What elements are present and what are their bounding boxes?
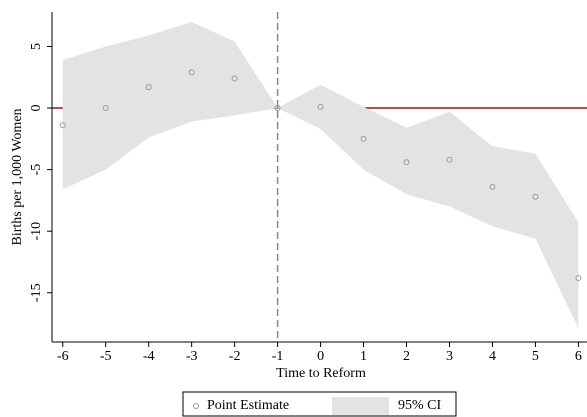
- point-estimate: [360, 135, 367, 142]
- point-estimate: [403, 159, 410, 166]
- legend-box: [182, 391, 457, 417]
- x-tick-label: -2: [229, 349, 241, 364]
- y-tick-label: -5: [29, 164, 44, 176]
- point-estimate: [102, 105, 109, 112]
- legend-label: Point Estimate: [207, 398, 289, 413]
- ci-band: [62, 21, 579, 329]
- legend-marker: [193, 403, 199, 409]
- x-tick-label: 2: [403, 349, 410, 364]
- point-estimate: [188, 69, 195, 76]
- x-axis-label: Time to Reform: [276, 366, 366, 381]
- y-axis-label: Births per 1,000 Women: [10, 108, 25, 245]
- x-tick-label: -3: [186, 349, 198, 364]
- point-estimate: [575, 274, 582, 281]
- y-tick-label: 5: [29, 43, 44, 50]
- y-tick-label: -10: [29, 222, 44, 241]
- legend-swatch: [332, 397, 389, 415]
- point-estimate: [532, 193, 539, 200]
- point-estimate: [59, 122, 66, 129]
- x-tick-label: 3: [446, 349, 453, 364]
- x-tick-label: 6: [575, 349, 582, 364]
- legend: Point Estimate 95% CI: [182, 391, 457, 417]
- x-tick-label: 0: [317, 349, 324, 364]
- x-tick-label: -6: [57, 349, 69, 364]
- x-tick-label: 4: [489, 349, 496, 364]
- legend-label: 95% CI: [398, 398, 442, 413]
- point-estimate: [489, 183, 496, 190]
- x-tick-label: -5: [100, 349, 112, 364]
- point-estimate: [145, 84, 152, 91]
- x-tick-label: 5: [532, 349, 539, 364]
- point-estimate: [317, 103, 324, 110]
- y-tick-label: -15: [29, 283, 44, 302]
- point-estimate: [231, 75, 238, 82]
- point-estimate: [446, 156, 453, 163]
- x-tick-label: -4: [143, 349, 155, 364]
- x-tick-label: -1: [272, 349, 284, 364]
- y-tick-label: 0: [29, 105, 44, 112]
- point-estimate: [274, 105, 281, 112]
- x-tick-label: 1: [360, 349, 367, 364]
